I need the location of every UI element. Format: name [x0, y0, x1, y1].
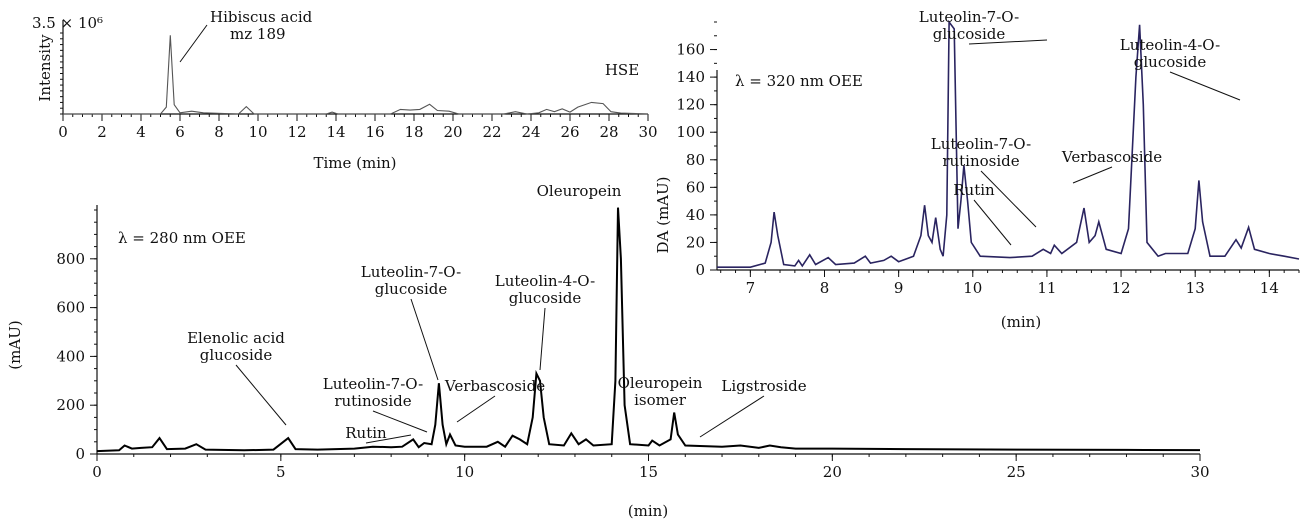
uv280-wavelength-label: λ = 280 nm OEE	[118, 229, 246, 247]
ms-y-axis-label: Intensity	[36, 34, 54, 102]
uv320-x-tick-label: 12	[1112, 279, 1131, 297]
ms-x-tick-label: 26	[560, 123, 579, 141]
uv320-y-axis-label: DA (mAU)	[654, 176, 672, 253]
uv280-peak-leader	[365, 434, 412, 444]
uv280-x-tick-label: 25	[1007, 463, 1026, 481]
uv320-x-tick-label: 7	[746, 279, 756, 297]
uv320-peak-label: Luteolin-4-O-	[1120, 36, 1220, 54]
uv280-peak-leader	[235, 364, 287, 426]
uv320-x-axis-label: (min)	[1001, 313, 1041, 331]
uv320-x-tick-label: 8	[820, 279, 830, 297]
uv280-peak-label: Luteolin-7-O-	[361, 263, 461, 281]
ms-x-tick-label: 12	[287, 123, 306, 141]
uv280-peak-label: Verbascoside	[444, 377, 545, 395]
ms-x-tick-label: 14	[326, 123, 345, 141]
uv280-peak-leader	[410, 298, 439, 381]
uv280-y-tick-label: 200	[56, 396, 85, 414]
ms-y-max-label: 3.5 × 10⁶	[32, 14, 103, 32]
ms-sample-label: HSE	[605, 61, 639, 79]
uv320-peak-leader	[1072, 166, 1113, 184]
uv280-peak-leader	[372, 410, 428, 433]
ms-x-tick-label: 20	[443, 123, 462, 141]
uv280-panel: (mAU) (min) λ = 280 nm OEE 0 5 10 15 20 25 30 0…	[6, 182, 1210, 520]
uv280-peak-label: Luteolin-7-O-	[323, 375, 423, 393]
uv280-peak-label: Luteolin-4-O-	[495, 272, 595, 290]
ms-peak-label: Hibiscus acid	[210, 8, 313, 26]
uv280-peak-leader	[539, 307, 546, 371]
ms-peak-label: mz 189	[230, 25, 286, 43]
uv280-peak-label: Ligstroside	[721, 377, 806, 395]
uv280-y-tick-label: 0	[75, 445, 85, 463]
uv280-peak-label: Oleuropein	[618, 374, 703, 392]
uv320-y-tick-label: 120	[676, 96, 705, 114]
uv280-y-tick-label: 600	[56, 299, 85, 317]
uv320-peak-label: Luteolin-7-O-	[931, 135, 1031, 153]
uv320-wavelength-label: λ = 320 nm OEE	[735, 72, 863, 90]
uv280-peak-leader	[699, 395, 765, 438]
uv280-x-axis-label: (min)	[628, 502, 668, 520]
uv320-peak-label: glucoside	[1134, 53, 1207, 71]
uv320-peak-label: Rutin	[953, 181, 995, 199]
uv280-x-tick-label: 0	[92, 463, 102, 481]
uv320-y-tick-label: 160	[676, 41, 705, 59]
uv320-peak-leader	[973, 199, 1012, 246]
ms-trace	[63, 35, 649, 115]
uv320-x-tick-label: 14	[1260, 279, 1279, 297]
uv320-peak-label: glucoside	[933, 25, 1006, 43]
uv280-x-tick-label: 20	[823, 463, 842, 481]
uv320-y-tick-label: 140	[676, 68, 705, 86]
uv280-peak-label: isomer	[634, 391, 687, 409]
ms-x-tick-label: 4	[136, 123, 146, 141]
uv320-y-tick-label: 100	[676, 123, 705, 141]
uv280-y-tick-label: 800	[56, 250, 85, 268]
uv320-peak-leader	[968, 39, 1048, 45]
ms-x-tick-label: 2	[97, 123, 107, 141]
ms-x-tick-label: 28	[599, 123, 618, 141]
uv320-trace	[717, 19, 1300, 269]
uv280-x-tick-label: 15	[639, 463, 658, 481]
uv320-x-tick-label: 9	[894, 279, 904, 297]
ms-x-tick-label: 30	[638, 123, 657, 141]
uv320-peak-label: Verbascoside	[1061, 148, 1162, 166]
uv320-x-tick-label: 10	[963, 279, 982, 297]
ms-x-tick-label: 18	[404, 123, 423, 141]
uv280-trace	[96, 207, 1201, 453]
uv320-peak-leader	[980, 170, 1037, 228]
ms-x-tick-label: 8	[214, 123, 224, 141]
uv280-peak-label: glucoside	[509, 289, 582, 307]
uv280-peak-label: Elenolic acid	[187, 329, 285, 347]
uv320-y-tick-label: 60	[686, 178, 705, 196]
uv320-y-tick-label: 40	[686, 206, 705, 224]
ms-x-tick-label: 0	[58, 123, 68, 141]
uv280-peak-label: glucoside	[375, 280, 448, 298]
uv280-peak-leader	[456, 395, 496, 423]
uv320-x-tick-label: 11	[1037, 279, 1056, 297]
uv280-peak-label: rutinoside	[334, 392, 411, 410]
uv280-y-tick-label: 400	[56, 347, 85, 365]
uv280-x-tick-label: 30	[1190, 463, 1209, 481]
ms-x-tick-label: 16	[365, 123, 384, 141]
uv320-peak-leader	[1169, 71, 1241, 101]
uv320-x-tick-label: 13	[1186, 279, 1205, 297]
uv320-peak-label: rutinoside	[942, 152, 1019, 170]
uv320-peak-label: Luteolin-7-O-	[919, 8, 1019, 26]
uv320-panel: DA (mAU) (min) λ = 320 nm OEE 7 8 9 10 11 12 1…	[654, 8, 1300, 331]
uv280-y-axis-label: (mAU)	[6, 320, 24, 369]
ms-x-tick-label: 22	[482, 123, 501, 141]
ms-x-tick-label: 24	[521, 123, 540, 141]
ms-x-axis-label: Time (min)	[313, 154, 396, 172]
ms-x-tick-label: 6	[175, 123, 185, 141]
uv280-x-tick-label: 5	[276, 463, 286, 481]
uv320-y-tick-label: 20	[686, 233, 705, 251]
uv280-x-tick-label: 10	[455, 463, 474, 481]
uv320-y-tick-label: 0	[695, 261, 705, 279]
uv320-y-tick-label: 80	[686, 151, 705, 169]
uv280-peak-label: Oleuropein	[537, 182, 622, 200]
ms-peak-leader	[179, 24, 208, 63]
uv280-peak-label: glucoside	[200, 346, 273, 364]
ms-x-tick-label: 10	[248, 123, 267, 141]
uv280-peak-label: Rutin	[345, 424, 387, 442]
